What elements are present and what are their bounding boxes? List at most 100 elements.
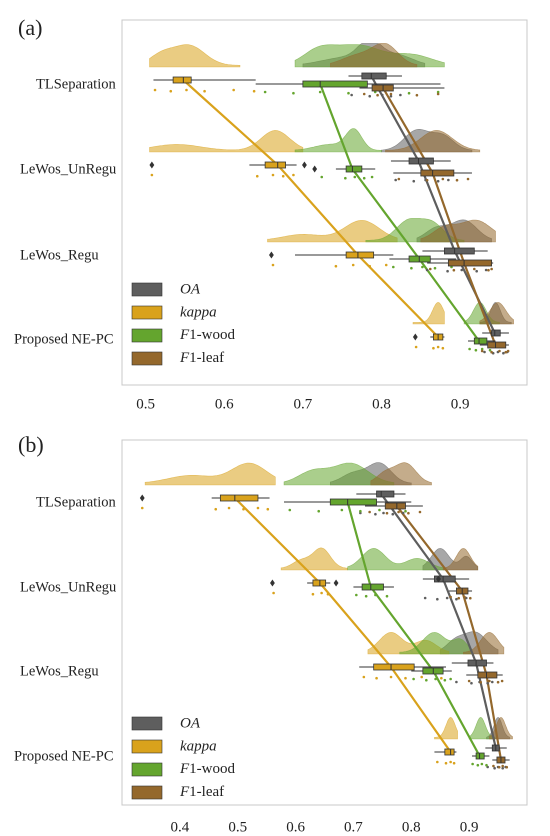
box: [361, 72, 387, 80]
rain-point: [483, 350, 486, 354]
rain-point: [414, 345, 418, 349]
box: [376, 490, 395, 498]
rain-point: [501, 764, 505, 768]
rain-point: [355, 593, 358, 597]
rain-point: [410, 266, 413, 270]
rain-point: [256, 506, 260, 510]
rain-point: [227, 506, 231, 510]
box: [302, 80, 368, 88]
legend-swatch: [131, 351, 163, 366]
rain-point: [412, 179, 416, 183]
rain-point: [471, 762, 474, 766]
rain-point: [488, 679, 491, 683]
category-label: LeWos_UnRegu: [20, 161, 116, 177]
density-cloud: [385, 130, 481, 153]
rain-point: [436, 179, 440, 183]
category-label: LeWos_Regu: [20, 663, 99, 679]
x-tick-label: 0.8: [372, 396, 391, 412]
rain-point: [449, 595, 452, 599]
box: [329, 498, 377, 506]
outlier-point: [312, 165, 318, 173]
outlier-point: [269, 251, 274, 259]
rain-point: [452, 761, 456, 765]
rain-point: [362, 176, 366, 180]
rain-point: [364, 594, 368, 598]
density-cloud: [149, 130, 304, 153]
density-cloud: [463, 632, 505, 655]
rain-point: [214, 507, 218, 511]
rain-point: [440, 676, 443, 680]
legend-swatch: [131, 328, 163, 343]
category-label: TLSeparation: [36, 494, 116, 510]
panel-label: (a): [18, 15, 42, 40]
rain-point: [473, 267, 476, 271]
x-tick-label: 0.5: [136, 396, 155, 412]
x-tick-label: 0.4: [170, 819, 189, 835]
rain-point: [362, 675, 366, 679]
rain-point: [368, 264, 372, 268]
density-cloud: [370, 462, 432, 486]
rain-point: [488, 348, 492, 352]
rain-point: [292, 173, 295, 177]
rain-point: [423, 596, 427, 600]
outlier-point: [412, 333, 418, 341]
rain-point: [340, 508, 344, 512]
rain-point: [457, 596, 461, 600]
rain-point: [381, 93, 384, 97]
rain-point: [385, 511, 389, 515]
rain-point: [389, 92, 393, 96]
rain-point: [460, 268, 464, 272]
rain-point: [150, 173, 154, 177]
density-cloud: [280, 547, 348, 571]
box: [447, 259, 493, 267]
rain-point: [504, 350, 508, 354]
legend-label: kappa: [180, 738, 217, 754]
panel-a: (a) 0.5 0.6 0.7 0.8 0.9 TLSeparation LeWos_UnRe…: [14, 15, 528, 412]
box: [444, 247, 475, 255]
median-trend-line: [382, 87, 497, 346]
rain-point: [362, 92, 366, 96]
rain-point: [466, 177, 470, 181]
outlier-point: [333, 579, 339, 587]
rain-point: [425, 178, 429, 182]
rain-point: [394, 178, 397, 182]
category-label: LeWos_Regu: [20, 247, 99, 263]
outlier-point: [302, 161, 307, 169]
outlier-point: [270, 579, 275, 587]
box: [477, 671, 498, 679]
rain-point: [272, 591, 275, 595]
box: [373, 663, 415, 671]
rain-point: [292, 91, 295, 95]
rain-point: [389, 94, 393, 98]
rain-point: [334, 264, 338, 268]
rain-point: [455, 680, 458, 684]
rain-point: [378, 508, 381, 512]
rain-point: [497, 765, 501, 769]
density-cloud: [330, 43, 418, 68]
legend-label: kappa: [180, 304, 217, 320]
rain-point: [480, 762, 484, 766]
legend-label: F1-wood: [179, 327, 235, 343]
rain-point: [320, 175, 324, 179]
density-cloud: [149, 44, 241, 68]
rain-point: [468, 347, 471, 351]
rain-point: [501, 766, 505, 770]
panel-b: (b) 0.4 0.5 0.6 0.7 0.8 0.9 TLSeparation LeWos_U…: [14, 432, 528, 835]
median-trend-line: [346, 501, 481, 757]
rain-point: [412, 677, 415, 681]
rain-point: [407, 91, 411, 95]
density-cloud: [420, 219, 496, 243]
rain-point: [420, 675, 424, 679]
rain-point: [288, 508, 292, 512]
rain-point: [480, 347, 484, 351]
box: [219, 494, 259, 502]
rain-point: [203, 89, 206, 93]
box: [434, 575, 456, 583]
rain-point: [432, 346, 435, 350]
rain-point: [436, 92, 440, 96]
rain-point: [153, 88, 157, 92]
box: [408, 157, 434, 165]
rain-point: [475, 269, 478, 273]
legend-label: F1-leaf: [179, 350, 224, 366]
